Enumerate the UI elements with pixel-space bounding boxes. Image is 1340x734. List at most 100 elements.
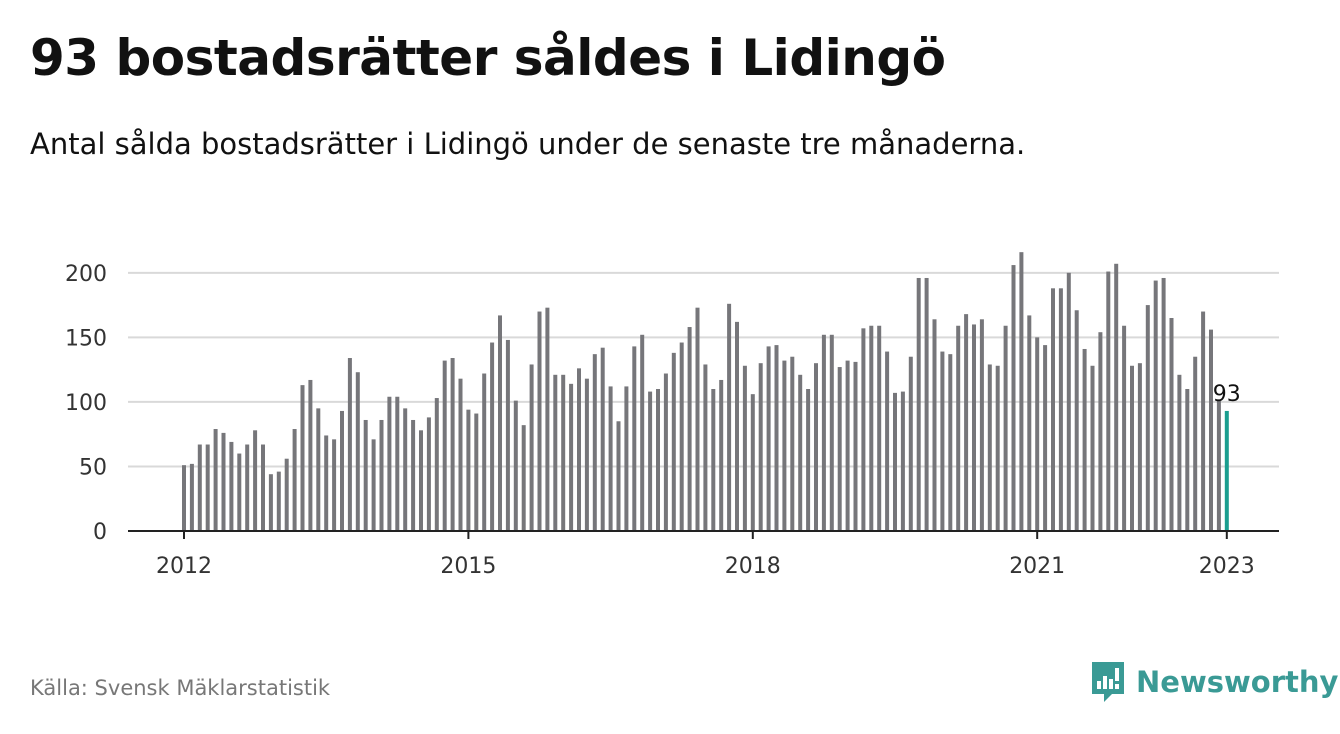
bar xyxy=(671,352,676,531)
bar xyxy=(387,396,392,531)
bar xyxy=(332,439,337,531)
bar xyxy=(782,360,787,531)
bar xyxy=(995,365,1000,531)
bar xyxy=(814,363,818,531)
y-tick-label: 150 xyxy=(65,326,107,351)
bar xyxy=(1106,271,1111,531)
bar xyxy=(1153,280,1158,531)
bar xyxy=(466,409,471,531)
bar xyxy=(742,365,747,531)
bar xyxy=(948,354,953,531)
bar xyxy=(300,385,305,531)
bar xyxy=(1082,348,1087,531)
bar xyxy=(853,361,858,531)
bar xyxy=(371,439,376,531)
y-axis-ticks: 0 50 100 150 200 xyxy=(65,262,107,545)
bar xyxy=(600,347,605,531)
bar xyxy=(450,358,455,531)
bar xyxy=(837,367,842,531)
bar xyxy=(442,360,447,531)
bar xyxy=(1090,365,1095,531)
bar xyxy=(537,311,542,531)
bar xyxy=(735,321,739,531)
brand-logo[interactable]: Newsworthy xyxy=(1090,660,1338,704)
bars xyxy=(182,252,1229,531)
bar xyxy=(924,277,929,531)
bar xyxy=(972,324,976,531)
bar xyxy=(663,373,668,531)
bar xyxy=(253,430,258,531)
bar xyxy=(648,391,653,531)
bar xyxy=(877,325,882,531)
bar xyxy=(569,383,574,531)
chart-bubble-icon xyxy=(1092,662,1124,702)
bar xyxy=(798,374,803,531)
bar xyxy=(213,429,218,531)
y-tick-label: 100 xyxy=(65,391,107,416)
bar xyxy=(411,419,416,531)
bar xyxy=(766,346,771,531)
bar xyxy=(719,379,724,531)
bar xyxy=(1169,318,1174,531)
y-tick-label: 50 xyxy=(79,455,107,480)
bar xyxy=(687,327,692,531)
bar xyxy=(1185,389,1190,531)
bar xyxy=(640,334,645,531)
bar xyxy=(529,364,534,531)
x-tick-label: 2018 xyxy=(725,554,781,579)
bar xyxy=(545,307,550,531)
bar xyxy=(1114,263,1119,531)
bar xyxy=(790,356,795,531)
bar xyxy=(276,471,281,531)
page-subtitle: Antal sålda bostadsrätter i Lidingö unde… xyxy=(30,127,1026,161)
bar xyxy=(979,319,984,531)
bar xyxy=(189,463,194,531)
bar xyxy=(711,389,716,531)
bar xyxy=(1003,325,1008,531)
bar xyxy=(482,373,487,531)
bar-chart: 0 50 100 150 200 2012 2015 2018 2021 2023 93 xyxy=(65,252,1279,579)
bar xyxy=(1074,310,1079,531)
x-tick-label: 2012 xyxy=(156,554,212,579)
bar xyxy=(284,458,289,531)
bar xyxy=(521,425,526,531)
bar xyxy=(355,372,360,531)
bar xyxy=(624,386,629,531)
bar xyxy=(869,325,874,531)
brand-name: Newsworthy xyxy=(1136,665,1339,699)
bar xyxy=(347,358,352,531)
bar xyxy=(916,277,921,531)
bar xyxy=(608,386,613,531)
bar xyxy=(205,444,210,531)
bar xyxy=(245,444,250,531)
y-tick-label: 200 xyxy=(65,262,107,287)
bar xyxy=(498,315,502,531)
bar xyxy=(964,314,969,531)
bar xyxy=(553,374,558,531)
bar xyxy=(324,435,329,531)
bar xyxy=(956,325,961,531)
bar xyxy=(893,392,897,531)
bar xyxy=(379,419,384,531)
bar xyxy=(821,334,826,531)
bar xyxy=(656,389,660,531)
bar xyxy=(434,398,439,531)
bar xyxy=(727,303,732,531)
bar xyxy=(1161,277,1166,531)
bar xyxy=(308,379,313,531)
bar xyxy=(197,444,202,531)
bar xyxy=(829,334,834,531)
bar xyxy=(1027,315,1032,531)
source-text: Källa: Svensk Mäklarstatistik xyxy=(30,676,331,700)
bar xyxy=(237,453,242,531)
bar xyxy=(292,429,297,531)
bar xyxy=(1035,337,1040,531)
x-tick-label: 2021 xyxy=(1009,554,1065,579)
bar xyxy=(774,345,779,531)
bar xyxy=(592,354,597,531)
bar xyxy=(1216,400,1221,531)
bar xyxy=(1201,311,1206,531)
bar xyxy=(885,351,890,531)
bar xyxy=(490,342,495,531)
bar xyxy=(908,356,913,531)
